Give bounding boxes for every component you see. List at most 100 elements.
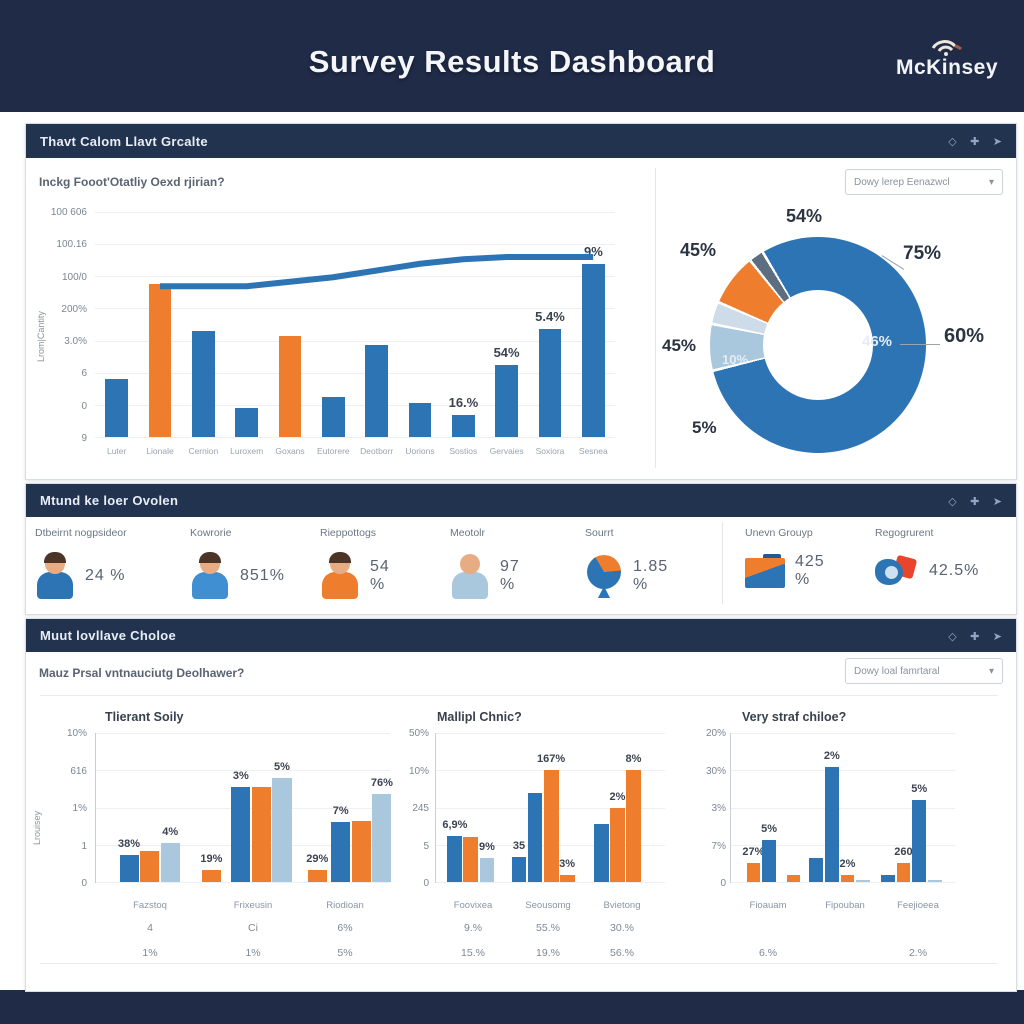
bar <box>272 777 292 882</box>
pareto-ytick: 100/0 <box>61 271 87 283</box>
bar-value-label: 38% <box>118 838 141 851</box>
chartC-ytick: 20% <box>705 728 726 739</box>
footer-category: Fazstoq <box>133 900 167 911</box>
avatar-body <box>452 572 488 599</box>
pareto-ylabel: Lrom|Cantity <box>36 311 46 362</box>
metric-value: 1.85 % <box>633 558 669 593</box>
pareto-ytick: 3.0% <box>64 336 87 348</box>
brand-arcs-icon <box>886 30 1008 56</box>
x-axis-label: Lionale <box>146 446 174 456</box>
person-lightblue <box>450 553 490 599</box>
bar-chart-2: 6,9% 9% 35 167% 3% 2% 8% <box>435 733 665 883</box>
shape-dot <box>885 566 898 579</box>
bar <box>160 843 180 882</box>
bar <box>331 822 351 882</box>
panel1-icon-2[interactable]: ✚ <box>970 136 980 148</box>
bar-value-label: 5.4% <box>535 309 565 324</box>
gridline <box>96 770 390 772</box>
bar-value-label: 5% <box>274 760 290 773</box>
metric-value: 24 % <box>85 567 126 584</box>
bar <box>896 862 911 882</box>
x-axis-label: Sostios <box>449 446 478 456</box>
bar <box>119 855 139 882</box>
donut-label: 54% <box>786 206 823 226</box>
panel3-icon-2[interactable]: ✚ <box>970 630 980 643</box>
panel1-question: Inckg Fooot'Otatliy Oexd rjirian? <box>39 175 225 189</box>
avatar-hair <box>329 552 351 563</box>
donut-hole <box>763 290 873 400</box>
metric-label: Kowrorie <box>190 527 232 539</box>
bar-value-label: 167% <box>536 753 566 766</box>
bar-value-label: 3% <box>232 769 249 782</box>
metric-row: 42.5% <box>875 553 979 589</box>
bar <box>307 870 327 882</box>
panel2-icon-2[interactable]: ✚ <box>970 495 980 508</box>
bar-value-label: 19% <box>200 853 223 866</box>
bottom-banner <box>0 990 1024 1024</box>
gridline <box>96 733 390 734</box>
metric-value: 425 % <box>795 553 825 588</box>
footer-category: Feejioeea <box>897 900 939 911</box>
gridline <box>95 340 615 342</box>
gridline <box>95 372 615 374</box>
bar <box>148 284 172 437</box>
bar <box>365 344 388 437</box>
folder-icon <box>745 554 785 588</box>
brand-name: McKinsey <box>895 56 999 79</box>
panel3-icon-1[interactable]: ◇ <box>948 630 957 643</box>
panel2-icon-1[interactable]: ◇ <box>948 495 957 508</box>
panel3-icon-3[interactable]: ➤ <box>992 630 1002 643</box>
avatar-body <box>192 572 228 599</box>
metric-row: 1.85 % <box>585 553 668 599</box>
footer-value: 56.% <box>610 947 634 959</box>
gridline <box>731 807 955 809</box>
panel1-filter-dropdown[interactable]: Dowy lerep Eenazwcl ▾ <box>845 169 1003 195</box>
metric-cell: Sourrt 1.85 % <box>585 527 668 599</box>
metric-label: Unevn Grouyp <box>745 527 813 539</box>
metric-label: Meotolr <box>450 527 486 539</box>
bar <box>809 858 823 882</box>
bar <box>463 837 479 882</box>
chevron-down-icon: ▾ <box>988 176 994 188</box>
panel3-filter-dropdown[interactable]: Dowy loal famrtaral ▾ <box>845 658 1003 684</box>
metric-value: 42.5% <box>929 562 980 579</box>
footer-value: 1% <box>245 947 261 959</box>
bar <box>543 770 559 882</box>
footer-value: 9.% <box>463 922 483 934</box>
cumulative-line <box>95 212 615 437</box>
panel1-icon-3[interactable]: ➤ <box>992 136 1002 148</box>
chartC-ytick: 0 <box>720 878 726 889</box>
bar <box>447 835 463 882</box>
gridline <box>95 437 615 438</box>
chartA-ytick: 10% <box>66 728 87 739</box>
chartA-ytick: 1% <box>72 803 87 814</box>
chartB-ytick: 245 <box>412 803 429 814</box>
panel3-rule <box>40 695 998 696</box>
panel3-title: Muut lovllave Choloe <box>40 628 177 643</box>
bar <box>762 840 776 882</box>
bar <box>856 879 870 882</box>
donut-label: 46% <box>862 333 893 350</box>
metric-cell: Unevn Grouyp 425 % <box>745 527 825 589</box>
gridline <box>731 770 955 772</box>
person-blue <box>35 552 75 599</box>
gridline <box>436 733 665 734</box>
person-blue-arms <box>190 552 230 599</box>
metric-row: 54 % <box>320 552 390 599</box>
pareto-ytick: 200% <box>61 303 87 315</box>
panel1-icon-1[interactable]: ◇ <box>948 136 957 148</box>
panel1-header: Thavt Calom Llavt Grcalte ◇ ✚ ➤ <box>26 124 1016 158</box>
chartB-plot: 6,9% 9% 35 167% 3% 2% 8% <box>435 733 665 883</box>
panel2-icon-3[interactable]: ➤ <box>992 495 1002 508</box>
chartC-plot: 27% 5% 2% 2% 260 5% <box>730 733 955 883</box>
chartB-ytick: 50% <box>408 728 429 739</box>
bar-chart-3: 27% 5% 2% 2% 260 5% <box>730 733 955 883</box>
panel1-title: Thavt Calom Llavt Grcalte <box>40 133 208 149</box>
bar <box>140 850 160 882</box>
bar-value-label: 29% <box>306 853 329 866</box>
footer-category: Riodioan <box>326 900 364 911</box>
metric-row: 851% <box>190 552 285 599</box>
chartB-ytick: 0 <box>423 878 429 889</box>
pareto-ytick: 9 <box>81 433 87 444</box>
bar <box>928 879 942 882</box>
